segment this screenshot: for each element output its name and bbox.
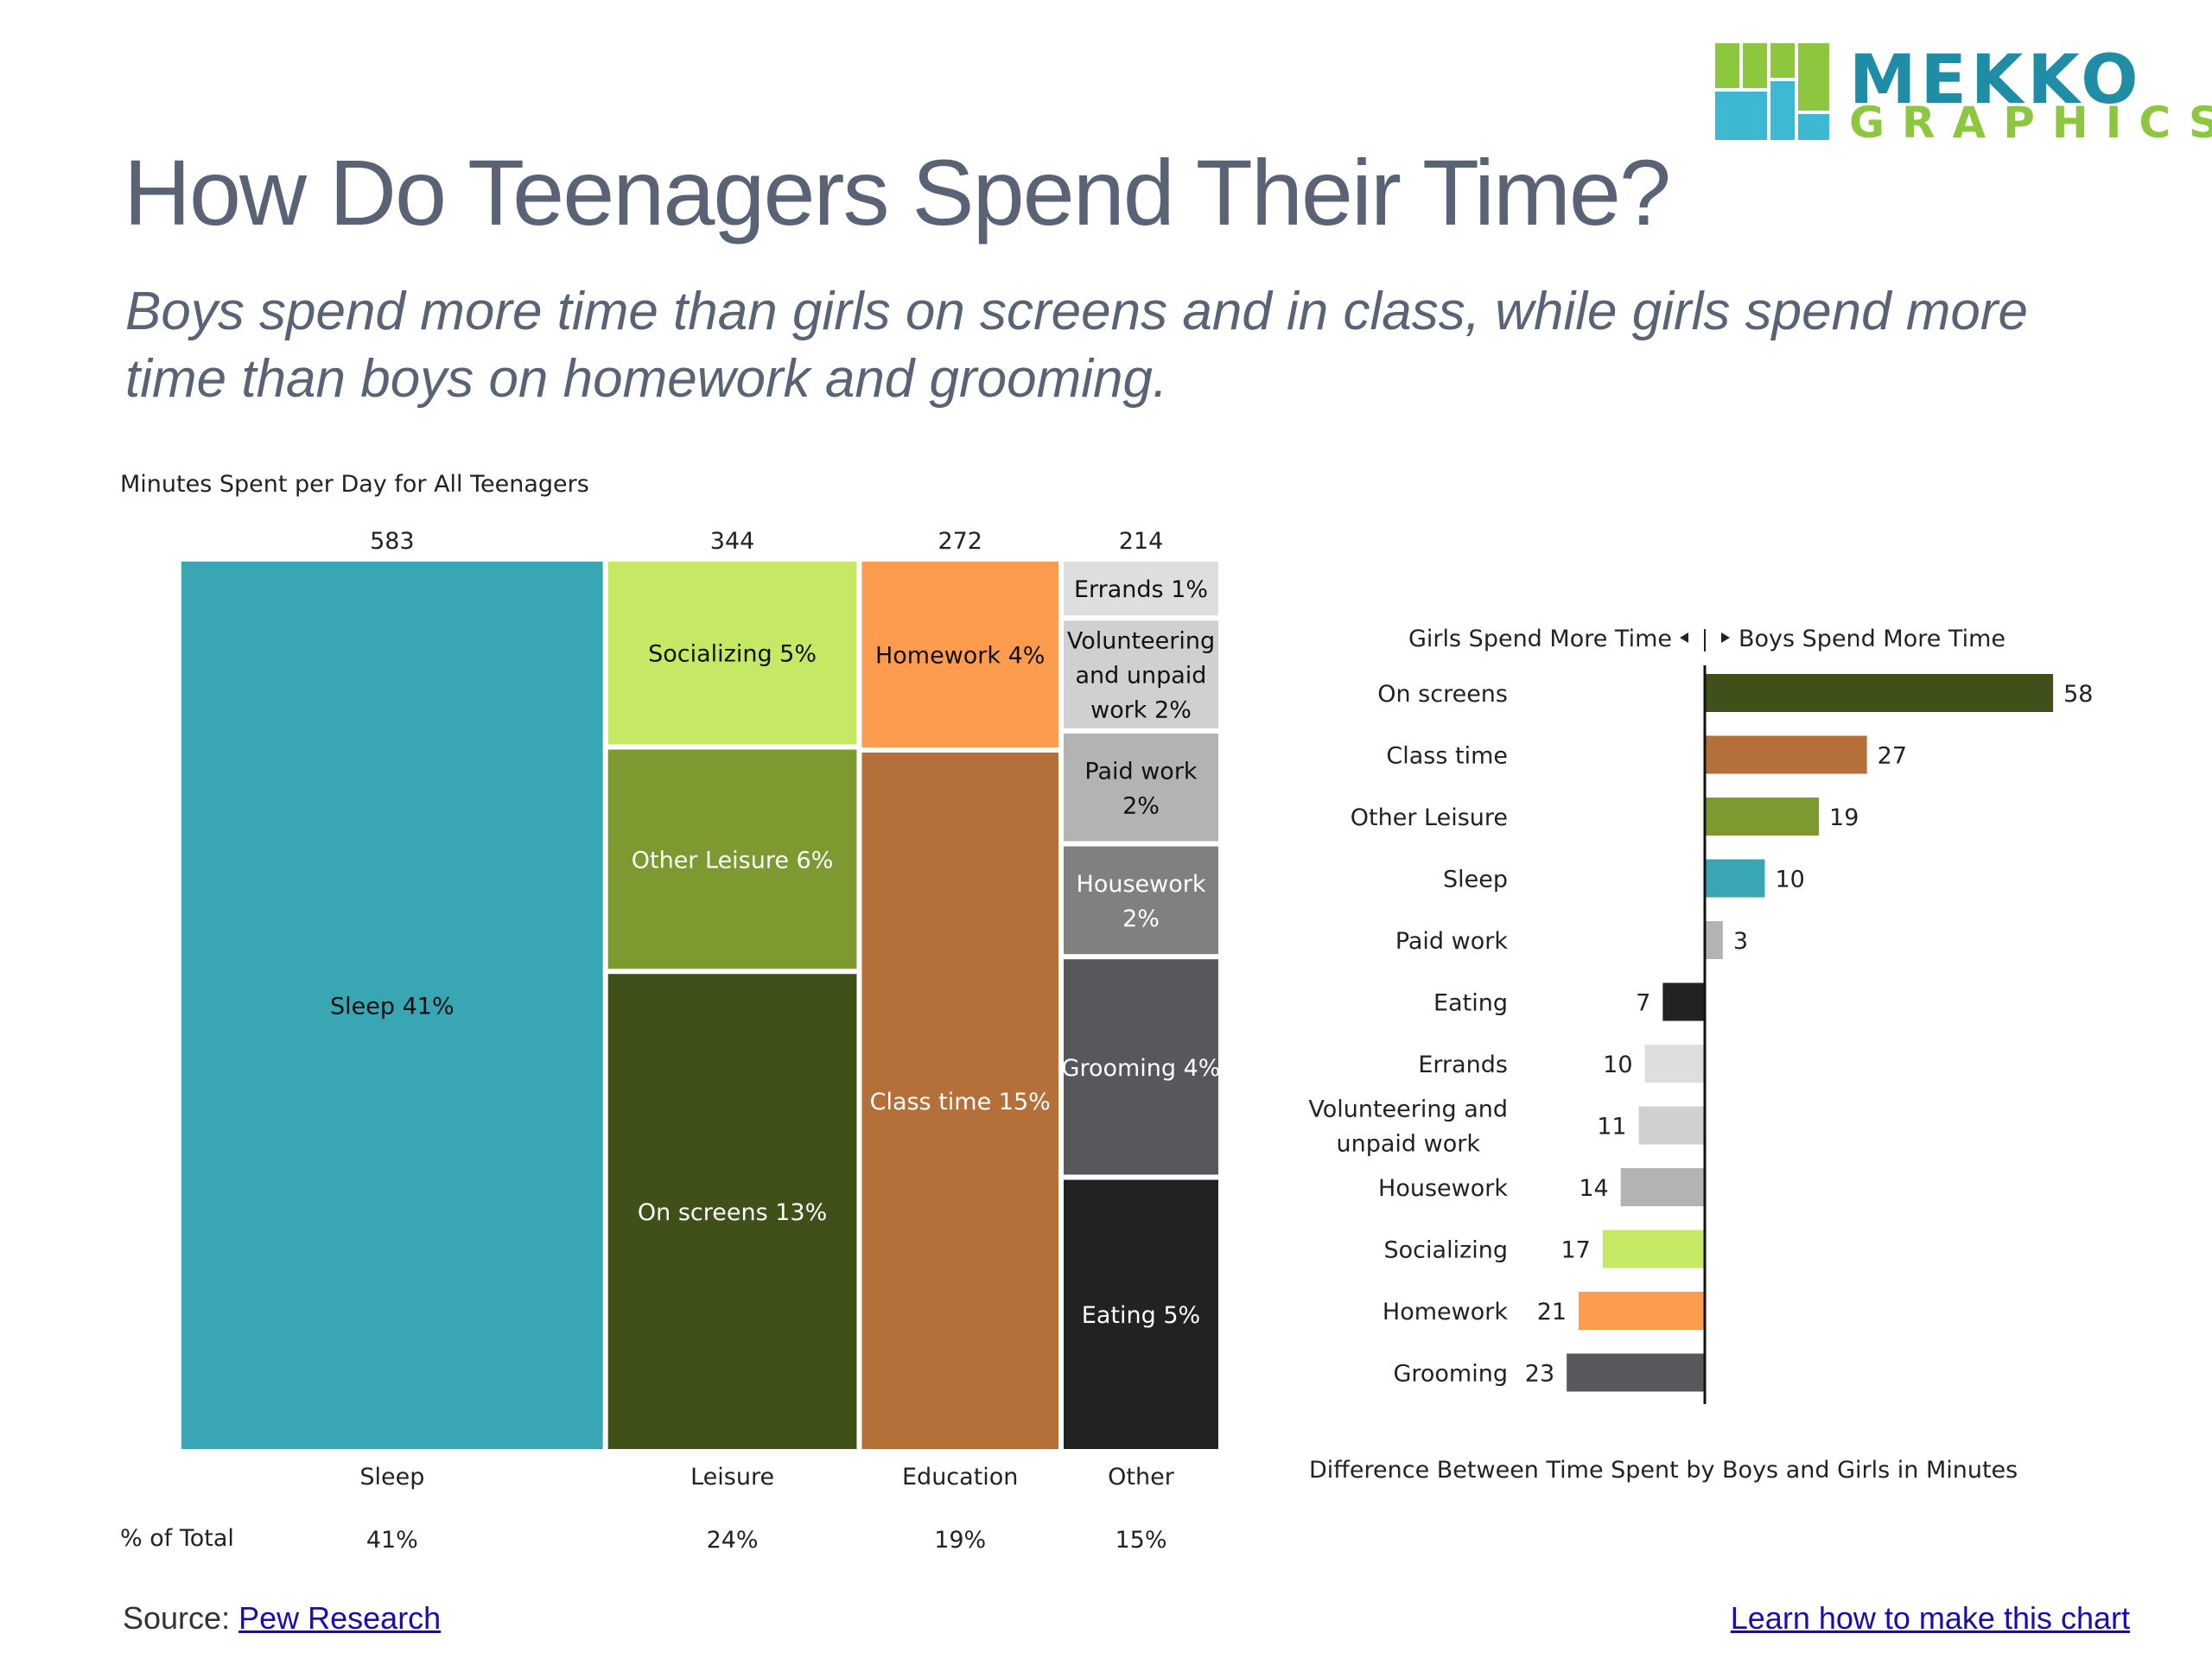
segment-label-sleep-41: Sleep 41% [330, 994, 454, 1020]
bar-sleep [1705, 859, 1765, 898]
category-label-homework: Homework [1382, 1299, 1508, 1325]
mekko-chart: 583 Sleep 41% Sleep 41% 344 Socializing 5% Oth… [181, 528, 1221, 1554]
segment-label-on-screens-13: On screens 13% [638, 1199, 827, 1226]
source-prefix: Source: [123, 1600, 231, 1636]
value-label-class-time: 27 [1878, 743, 1907, 770]
category-label-eating: Eating [1433, 990, 1508, 1017]
segment-errands-1 [1063, 562, 1218, 616]
logo-word-graphics: GRAPHICS [1849, 98, 2212, 148]
category-label-other-leisure: Other Leisure [1351, 804, 1508, 831]
segment-label-homework-4: Homework 4% [875, 642, 1046, 669]
column-category-sleep: Sleep [359, 1464, 424, 1491]
mekko-graphics-logo: MEKKO GRAPHICS [1715, 41, 2212, 147]
bar-other-leisure [1705, 798, 1820, 836]
source-note: Source: Pew Research [123, 1600, 441, 1637]
value-label-homework: 21 [1537, 1299, 1567, 1325]
column-percent-education: 19% [934, 1527, 986, 1554]
column-category-education: Education [902, 1464, 1018, 1491]
column-percent-leisure: 24% [707, 1527, 759, 1554]
segment-volunteering-and-unpaid-work-2 [1063, 620, 1218, 728]
x-axis-label: Difference Between Time Spent by Boys an… [1309, 1457, 2018, 1484]
column-category-leisure: Leisure [690, 1464, 774, 1491]
segment-label-grooming-4: Grooming 4% [1062, 1055, 1221, 1082]
segment-socializing-5 [607, 562, 857, 745]
segment-other-leisure-6 [607, 749, 857, 969]
category-label-paid-work: Paid work [1395, 928, 1509, 955]
segment-eating-5 [1063, 1179, 1218, 1449]
logo-square-4 [1798, 43, 1829, 111]
column-category-other: Other [1108, 1464, 1175, 1491]
column-percent-other: 15% [1115, 1527, 1166, 1554]
value-label-volunteering-and-unpaid-work: 11 [1597, 1114, 1626, 1141]
page-subtitle: Boys spend more time than girls on scree… [125, 282, 2029, 409]
arrow-left-icon [1680, 632, 1688, 643]
segment-on-screens-13 [607, 974, 857, 1449]
value-label-grooming: 23 [1525, 1361, 1554, 1388]
column-total-education: 272 [938, 528, 982, 555]
column-total-other: 214 [1119, 528, 1164, 555]
logo-square-1 [1715, 43, 1739, 88]
value-label-eating: 7 [1636, 990, 1650, 1017]
page-title: How Do Teenagers Spend Their Time? [124, 140, 1671, 245]
column-total-leisure: 344 [710, 528, 755, 555]
segment-label-housework-2: Housework 2% [1077, 871, 1206, 932]
category-label-housework: Housework [1378, 1175, 1508, 1202]
segment-label-errands-1: Errands 1% [1074, 576, 1208, 603]
segment-label-paid-work-2: Paid work 2% [1084, 758, 1198, 819]
bar-eating [1662, 982, 1705, 1021]
learn-how-link[interactable]: Learn how to make this chart [1730, 1600, 2130, 1636]
category-label-errands: Errands [1418, 1052, 1508, 1078]
bar-class-time [1705, 735, 1867, 774]
bar-grooming [1567, 1353, 1705, 1392]
segment-label-class-time-15: Class time 15% [870, 1089, 1051, 1116]
column-total-sleep: 583 [370, 528, 415, 555]
value-label-other-leisure: 19 [1829, 804, 1859, 831]
logo-square-5 [1715, 92, 1767, 140]
segment-label-eating-5: Eating 5% [1082, 1302, 1200, 1329]
category-label-volunteering-and-unpaid-work: Volunteering and unpaid work [1308, 1096, 1508, 1158]
segment-sleep-41 [181, 562, 603, 1449]
category-label-socializing: Socializing [1384, 1237, 1508, 1264]
bar-housework [1620, 1168, 1705, 1206]
segment-label-socializing-5: Socializing 5% [648, 641, 817, 668]
segment-homework-4 [861, 562, 1058, 747]
segment-class-time-15 [861, 752, 1058, 1449]
segment-grooming-4 [1063, 959, 1218, 1175]
logo-square-2 [1743, 43, 1767, 88]
category-label-sleep: Sleep [1443, 867, 1508, 893]
header-girls-more-time: Girls Spend More Time [1408, 626, 1672, 652]
value-label-sleep: 10 [1776, 867, 1805, 893]
segment-housework-2 [1063, 846, 1218, 955]
bar-on-screens [1705, 674, 2054, 712]
source-link[interactable]: Pew Research [238, 1600, 442, 1636]
bar-socializing [1602, 1230, 1705, 1268]
logo-word-mekko: MEKKO [1849, 41, 2143, 119]
value-label-socializing: 17 [1560, 1237, 1590, 1264]
mekko-row-label: % of Total [120, 1525, 234, 1552]
difference-bar-chart: Girls Spend More Time Boys Spend More Tim… [1308, 626, 2093, 1484]
value-label-paid-work: 3 [1733, 928, 1748, 955]
value-label-on-screens: 58 [2063, 681, 2093, 708]
bar-volunteering-and-unpaid-work [1638, 1106, 1705, 1145]
header-boys-more-time: Boys Spend More Time [1738, 626, 2005, 652]
logo-square-7 [1798, 114, 1829, 140]
arrow-right-icon [1721, 632, 1730, 643]
bar-paid-work [1705, 921, 1723, 959]
category-label-class-time: Class time [1386, 743, 1508, 770]
logo-square-3 [1770, 43, 1795, 78]
column-percent-sleep: 41% [366, 1527, 418, 1554]
category-label-on-screens: On screens [1377, 681, 1508, 708]
logo-mark-icon [1715, 43, 1829, 140]
segment-label-volunteering-and-unpaid-work-2: Volunteering and unpaid work 2% [1067, 628, 1215, 724]
bar-homework [1579, 1292, 1705, 1330]
segment-label-other-leisure-6: Other Leisure 6% [632, 847, 834, 874]
segment-paid-work-2 [1063, 733, 1218, 842]
value-label-housework: 14 [1579, 1175, 1608, 1202]
logo-square-6 [1770, 81, 1795, 140]
value-label-errands: 10 [1603, 1052, 1632, 1078]
bar-errands [1644, 1045, 1705, 1083]
category-label-grooming: Grooming [1393, 1361, 1508, 1388]
mekko-chart-title: Minutes Spent per Day for All Teenagers [120, 471, 589, 498]
